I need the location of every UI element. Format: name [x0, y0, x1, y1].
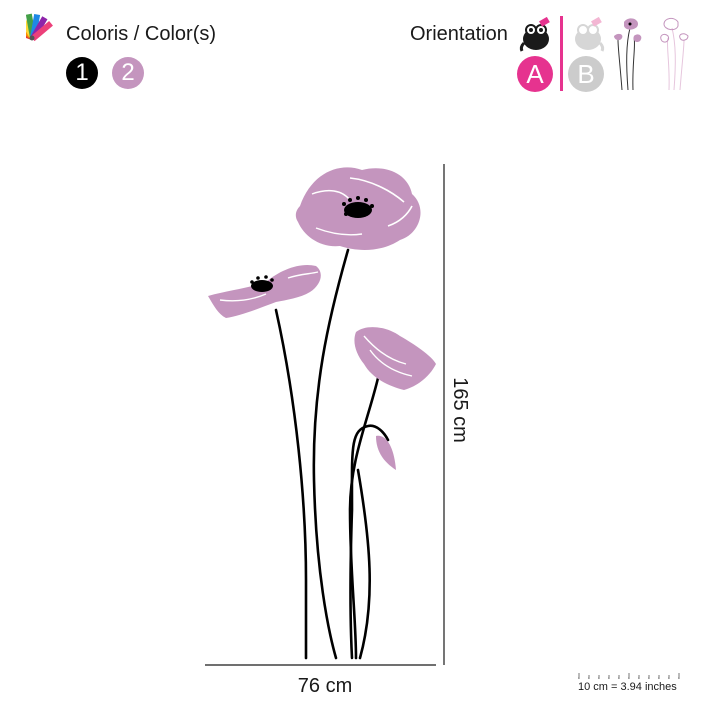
color-swatch-number: 1 — [75, 59, 89, 86]
poppy-flower-right — [354, 327, 436, 390]
height-dimension-label: 165 cm — [449, 377, 471, 443]
scale-ruler — [578, 673, 686, 679]
poppy-decal-illustration — [205, 164, 445, 666]
poppy-stems — [274, 248, 390, 660]
orientation-a-button[interactable]: A — [517, 56, 553, 92]
orientation-letter: B — [577, 59, 595, 89]
orientation-letter: A — [526, 59, 544, 89]
poppy-flower-left — [208, 264, 321, 318]
color-swatch-1[interactable]: 1 — [66, 57, 98, 89]
colors-title: Coloris / Color(s) — [66, 23, 217, 45]
poppy-bud — [376, 435, 396, 470]
width-dimension-label: 76 cm — [297, 675, 353, 697]
orientation-divider — [560, 16, 563, 91]
poppy-flower-large — [295, 167, 421, 250]
poppy-stamen — [250, 275, 274, 292]
orientation-b-preview — [660, 17, 689, 91]
color-palette-icon — [26, 13, 53, 42]
orientation-b-button[interactable]: B — [568, 56, 604, 92]
color-swatch-number: 2 — [121, 59, 135, 86]
mascot-icon — [519, 17, 550, 52]
scale-legend-label: 10 cm = 3.94 inches — [578, 681, 677, 693]
poppy-stamen — [342, 196, 374, 218]
orientation-title: Orientation — [410, 23, 508, 45]
orientation-a-preview — [614, 18, 642, 91]
mascot-icon — [575, 17, 605, 52]
color-swatch-2[interactable]: 2 — [112, 57, 144, 89]
